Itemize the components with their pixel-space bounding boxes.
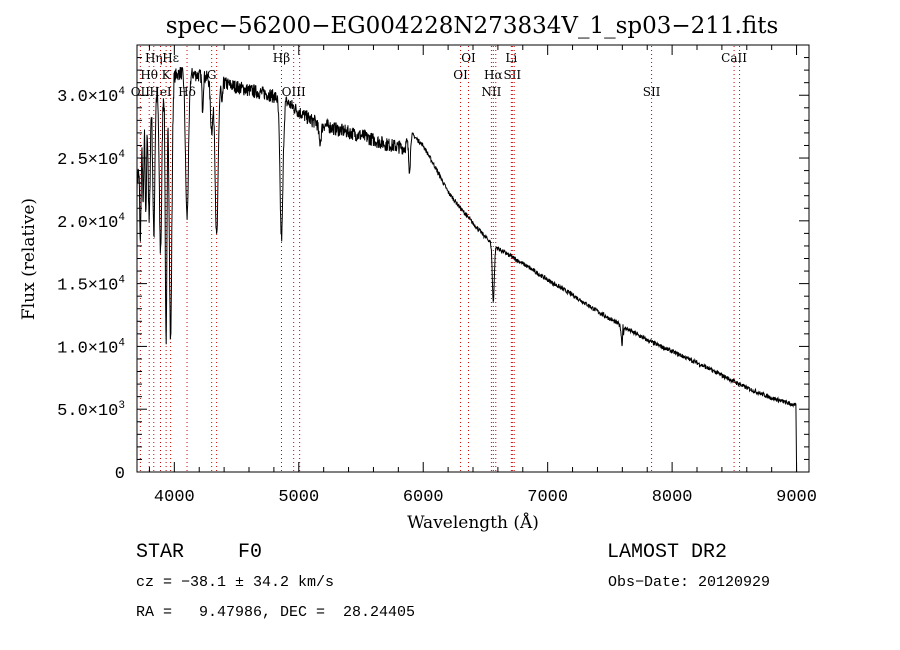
y-tick-exponent: 4 <box>118 149 125 161</box>
y-axis-label: Flux (relative) <box>19 198 39 320</box>
y-tick-mantissa: 2.5×10 <box>57 151 118 170</box>
x-tick-label: 6000 <box>403 488 444 507</box>
y-tick-exponent: 4 <box>118 337 125 349</box>
x-axis-label: Wavelength (Å) <box>407 512 539 533</box>
coordinates-text: RA = 9.47986, DEC = 28.24405 <box>136 604 416 621</box>
survey-label: LAMOST DR2 <box>607 541 728 564</box>
y-tick-mantissa: 3.0×10 <box>57 88 118 107</box>
x-tick-label: 7000 <box>527 488 568 507</box>
y-tick-label: 1.5×104 <box>57 275 125 296</box>
spectral-line-label: CaII <box>721 51 747 65</box>
x-axis-ticks: 4000 5000 6000 7000 8000 9000 <box>148 45 817 507</box>
y-tick-mantissa: 1.0×10 <box>57 339 118 358</box>
y-tick-label: 3.0×104 <box>57 86 125 107</box>
chart-title: spec−56200−EG004228N273834V_1_sp03−211.f… <box>166 13 779 39</box>
spectral-line-label: Li <box>505 51 517 65</box>
subclass-label: F0 <box>238 541 263 564</box>
spectral-line-label: OIII <box>282 85 306 99</box>
x-tick-label: 9000 <box>776 488 817 507</box>
spectral-line-label: OI <box>461 51 476 65</box>
spectral-line-label: HeI <box>149 85 172 99</box>
spectral-line-label: Hα <box>484 68 503 82</box>
spectral-line-label: K <box>162 68 172 82</box>
y-tick-label: 1.0×104 <box>57 337 125 358</box>
y-tick-label: 0 <box>115 465 125 484</box>
spectral-line-label: Hθ <box>140 68 158 82</box>
x-tick-label: 4000 <box>154 488 195 507</box>
spectral-line-label: SII <box>643 85 661 99</box>
obs-date-text: Obs−Date: 20120929 <box>608 574 771 591</box>
y-tick-mantissa: 5.0×10 <box>57 402 118 421</box>
spectral-line-label: NII <box>481 85 501 99</box>
spectral-line-label: Hε <box>162 51 179 65</box>
y-tick-label: 5.0×103 <box>57 400 125 421</box>
spectral-line-label: G <box>207 68 217 82</box>
class-label: STAR <box>136 541 185 564</box>
y-tick-label: 2.0×104 <box>57 212 125 233</box>
redshift-text: cz = −38.1 ± 34.2 km/s <box>136 574 335 591</box>
spectral-line-label: OI <box>453 68 468 82</box>
x-tick-label: 5000 <box>278 488 319 507</box>
y-tick-exponent: 4 <box>118 275 125 287</box>
spectral-line-label: OII <box>131 85 151 99</box>
y-tick-mantissa: 1.5×10 <box>57 277 118 296</box>
spectral-line-label: Hδ <box>178 85 196 99</box>
spectral-line-label: Hβ <box>273 51 290 65</box>
plot-frame <box>136 44 810 473</box>
y-tick-mantissa: 0 <box>115 465 125 484</box>
spectral-line-label: SII <box>503 68 521 82</box>
y-tick-exponent: 3 <box>118 400 125 412</box>
y-tick-label: 2.5×104 <box>57 149 125 170</box>
y-tick-mantissa: 2.0×10 <box>57 214 118 233</box>
y-tick-exponent: 4 <box>118 86 125 98</box>
y-tick-exponent: 4 <box>118 212 125 224</box>
spectrum-series-line <box>136 66 798 473</box>
y-axis-ticks: 05.0×1031.0×1041.5×1042.0×1042.5×1043.0×… <box>57 57 809 484</box>
x-tick-label: 8000 <box>652 488 693 507</box>
spectral-line-label: Hη <box>145 51 163 65</box>
